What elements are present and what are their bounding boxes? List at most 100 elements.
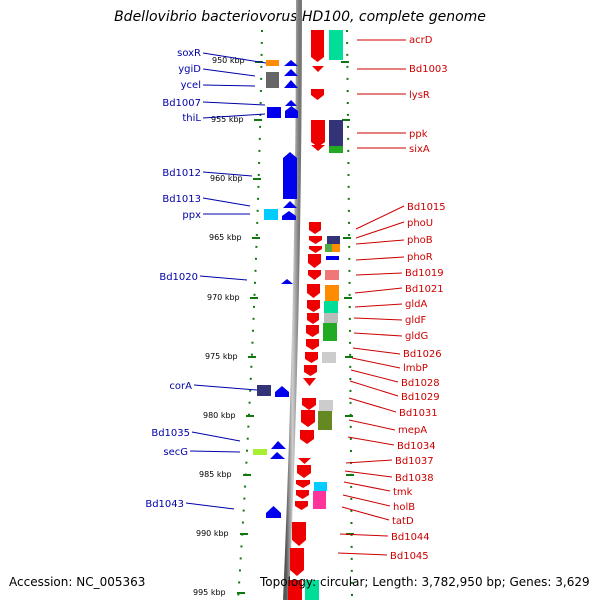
gene-label: phoR (407, 252, 433, 263)
gene-arrow (284, 80, 298, 88)
gene-arrow (270, 452, 285, 459)
category-box (319, 400, 333, 411)
gene-arrow (305, 352, 318, 363)
gene-label: Bd1013 (162, 194, 201, 205)
gene-arrow (307, 313, 319, 324)
tick-label: 980 kbp (203, 411, 236, 420)
gene-label: Bd1034 (397, 441, 436, 452)
gene-label: acrD (409, 35, 433, 46)
gene-arrow (306, 339, 319, 350)
category-box (329, 30, 343, 60)
gene-arrow (284, 69, 298, 76)
gene-arrow (307, 284, 320, 298)
tick-label: 990 kbp (196, 529, 229, 538)
gene-arrow (304, 365, 317, 376)
tick-marks (237, 61, 354, 594)
guide-dots-left (237, 29, 263, 600)
gene-label: gldA (405, 299, 427, 310)
gene-arrow (295, 501, 308, 510)
category-box (323, 323, 337, 341)
gene-label: ycel (181, 80, 201, 91)
topology-text: Topology: circular; Length: 3,782,950 bp… (260, 575, 590, 589)
category-box (253, 449, 267, 455)
tick-label: 955 kbp (211, 115, 244, 124)
gene-arrow (298, 458, 311, 464)
gene-label: Bd1037 (395, 456, 434, 467)
gene-arrow (285, 106, 298, 118)
gene-arrow (290, 548, 304, 576)
gene-label: Bd1031 (399, 408, 438, 419)
gene-label: ygiD (178, 64, 201, 75)
gene-label: soxR (177, 48, 201, 59)
gene-label: mepA (398, 425, 427, 436)
gene-arrow (311, 89, 324, 100)
tick-labels: 950 kbp 955 kbp 960 kbp 965 kbp 970 kbp … (193, 56, 245, 597)
tick-label: 960 kbp (210, 174, 243, 183)
category-box (325, 285, 339, 301)
category-box (329, 120, 343, 146)
gene-arrow (282, 211, 296, 220)
forward-strand-genes (266, 60, 298, 518)
gene-label: Bd1035 (151, 428, 190, 439)
gene-arrow (311, 30, 324, 62)
category-box (325, 270, 339, 280)
gene-label: Bd1029 (401, 392, 440, 403)
gene-arrow (303, 378, 316, 386)
gene-label: lysR (409, 90, 430, 101)
gene-arrow (288, 580, 302, 600)
category-box (266, 60, 279, 66)
category-box (325, 244, 332, 252)
gene-arrow (302, 398, 316, 410)
gene-label: phoU (407, 218, 433, 229)
gene-label: ppk (409, 129, 428, 140)
gene-arrow (297, 465, 311, 478)
category-box (322, 352, 336, 363)
category-box (332, 244, 340, 252)
gene-arrow (312, 66, 324, 72)
gene-label: holB (393, 502, 415, 513)
gene-arrow (284, 60, 298, 66)
gene-arrow (296, 480, 310, 488)
gene-label: Bd1019 (405, 268, 444, 279)
category-box (266, 72, 279, 88)
gene-label: phoB (407, 235, 433, 246)
gene-label: Bd1045 (390, 551, 429, 562)
gene-label: Bd1043 (145, 499, 184, 510)
right-gene-labels: acrD Bd1003 lysR ppk sixA Bd1015 phoU ph… (390, 35, 448, 562)
reverse-strand-genes (288, 30, 325, 600)
gene-label: tatD (392, 516, 414, 527)
gene-label: gldG (405, 331, 428, 342)
tick-label: 970 kbp (207, 293, 240, 302)
gene-arrow (311, 120, 325, 147)
gene-arrow (309, 236, 322, 244)
gene-arrow (309, 246, 322, 253)
gene-box (267, 107, 281, 118)
gene-arrow (307, 300, 320, 312)
gene-label: tmk (393, 487, 413, 498)
category-box (324, 313, 338, 323)
gene-arrow (311, 145, 325, 151)
category-box (314, 482, 327, 491)
gene-label: lmbP (403, 363, 428, 374)
category-box (318, 411, 332, 430)
gene-label: Bd1038 (395, 473, 434, 484)
left-leader-lines (185, 52, 267, 510)
gene-label: sixA (409, 144, 430, 155)
gene-label: Bd1007 (162, 98, 201, 109)
gene-arrow (283, 152, 297, 199)
category-box (327, 236, 340, 244)
gene-arrow (308, 254, 321, 268)
gene-arrow (285, 100, 297, 106)
gene-label: ppx (182, 210, 201, 221)
gene-label: Bd1020 (159, 272, 198, 283)
gene-arrow (296, 490, 309, 499)
gene-arrow (266, 506, 281, 518)
accession-text: Accession: NC_005363 (9, 575, 146, 589)
right-leader-lines (337, 39, 406, 556)
tick-label: 995 kbp (193, 588, 226, 597)
category-box (305, 580, 319, 600)
category-boxes (253, 30, 343, 600)
gene-label: gldF (405, 315, 426, 326)
gene-arrow (292, 522, 306, 546)
